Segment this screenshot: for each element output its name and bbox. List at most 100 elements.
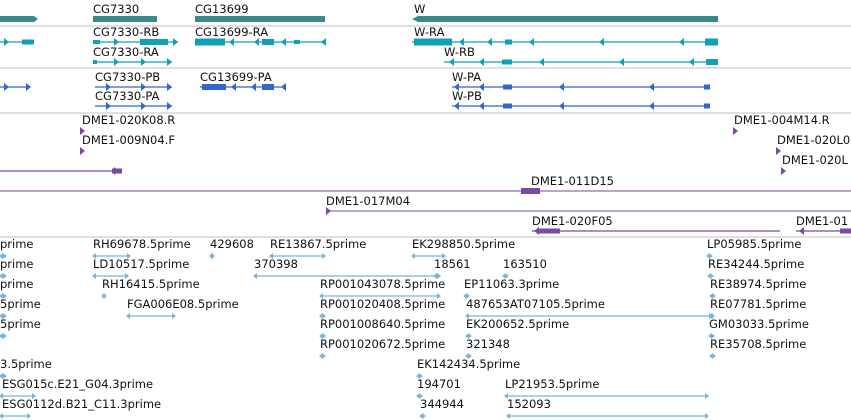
transcript-feature[interactable]: W-RA [412,25,718,46]
direction-arrow [114,38,119,46]
est-feature[interactable]: 370398 [253,257,441,279]
direction-arrow [326,207,331,215]
est-feature[interactable]: EK298850.5prime [411,237,515,259]
est-feature[interactable]: LD10517.5prime [92,257,189,279]
direction-arrow [559,102,564,110]
direction-arrow [319,313,323,319]
gene-feature[interactable] [0,16,38,22]
direction-arrow [529,38,534,46]
est-feature[interactable]: 194701 [416,377,461,399]
est-feature[interactable]: 5prime [0,317,41,339]
feature-label: RP001008640.5prime [320,317,445,331]
transcript-feature[interactable]: CG7330-RA [93,45,172,66]
est-feature[interactable]: 344944 [419,397,464,419]
est-feature[interactable]: RE34244.5prime [707,257,804,279]
transcript-feature[interactable] [0,38,34,46]
direction-arrow [479,83,484,91]
est-feature[interactable]: 5prime [0,297,41,319]
feature-label: 18561 [434,257,471,271]
est-feature[interactable]: RP001008640.5prime [319,317,445,339]
direction-arrow [167,83,172,91]
est-feature[interactable]: EK200652.5prime [465,317,569,339]
protein-feature[interactable]: CG13699-PA [200,70,286,91]
est-feature[interactable]: RE07781.5prime [709,297,806,319]
est-feature[interactable]: EP11063.3prime [463,277,559,299]
direction-arrow [319,353,323,359]
feature-label: DME1-017M04 [326,194,410,208]
est-feature[interactable]: 152093 [506,397,709,419]
protein-feature[interactable]: CG7330-PB [95,70,172,91]
gene-feature[interactable]: W [412,2,718,22]
feature-label: LP05985.5prime [707,237,801,251]
protein-feature[interactable] [0,83,31,91]
protein-feature[interactable]: CG7330-PA [95,89,172,110]
clone-feature[interactable]: DME1-01 [796,214,851,235]
est-feature[interactable]: RE13867.5prime [269,237,366,259]
est-feature[interactable]: prime [0,277,34,299]
direction-arrow [708,333,712,339]
direction-arrow [0,273,3,279]
est-feature[interactable]: LP05985.5prime [706,237,801,259]
est-feature[interactable]: prime [0,237,34,259]
direction-arrow [34,16,38,22]
exon-block [195,16,325,22]
est-feature[interactable]: RH16415.5prime [101,277,200,299]
est-feature[interactable]: 429608 [209,237,254,259]
est-feature[interactable]: prime [0,257,34,279]
direction-arrow [781,167,786,175]
est-feature[interactable]: 3.5prime [0,357,52,379]
direction-arrow [251,83,256,91]
protein-feature[interactable]: W-PA [452,70,710,91]
direction-arrow [27,413,31,419]
feature-label: RP001043078.5prime [320,277,445,291]
direction-arrow [689,58,694,66]
direction-arrow [127,253,131,259]
est-feature[interactable]: RP001020672.5prime [319,337,445,359]
feature-label: RE07781.5prime [710,297,806,311]
clone-feature[interactable]: DME1-009N04.F [80,133,175,155]
est-feature[interactable]: ESG0112d.B21_C11.3prime [0,397,161,419]
feature-label: EK200652.5prime [466,317,569,331]
est-feature[interactable]: FGA006E08.5prime [126,297,239,319]
clone-feature[interactable]: DME1-020F05 [532,214,780,235]
exon-block [704,103,710,109]
transcript-feature[interactable]: CG7330-RB [93,25,178,46]
clone-feature[interactable]: DME1-020K08.R [80,113,175,135]
direction-arrow [463,293,467,299]
direction-arrow [172,313,176,319]
est-feature[interactable]: 321348 [465,337,510,359]
clone-feature[interactable]: DME1-020L [781,153,848,175]
clone-feature[interactable] [0,167,122,175]
clone-feature[interactable]: DME1-017M04 [326,194,851,215]
protein-feature[interactable]: W-PB [452,89,710,110]
transcript-feature[interactable]: CG13699-RA [195,25,326,46]
est-feature[interactable]: RP001020408.5prime [319,297,445,319]
clone-feature[interactable]: DME1-011D15 [0,174,851,194]
est-feature[interactable]: 487653AT07105.5prime [465,297,713,319]
est-feature[interactable]: RE38974.5prime [709,277,806,299]
est-feature[interactable]: EK142434.5prime [416,357,520,379]
est-feature[interactable]: RE35708.5prime [709,337,806,359]
transcript-feature[interactable]: W-RB [444,45,718,66]
est-feature[interactable]: GM03033.5prime [708,317,809,339]
feature-label: 152093 [507,397,551,411]
est-feature[interactable]: RP001043078.5prime [319,277,445,299]
exon-block [706,59,718,65]
direction-arrow [0,373,3,379]
direction-arrow [281,38,286,46]
direction-arrow [229,38,234,46]
est-feature[interactable]: ESG015c.E21_G04.3prime [0,377,153,399]
est-feature[interactable]: LP21953.5prime [504,377,709,399]
direction-arrow [465,333,469,339]
est-feature[interactable]: RH69678.5prime [92,237,191,259]
est-feature[interactable]: 163510 [502,257,547,279]
est-feature[interactable]: 18561 [433,257,471,279]
gene-feature[interactable]: CG13699 [195,2,325,22]
exon-block [262,84,274,90]
feature-label: LP21953.5prime [505,377,599,391]
clone-feature[interactable]: DME1-004M14.R [733,113,830,135]
direction-arrow [101,293,105,299]
gene-feature[interactable]: CG7330 [93,2,157,22]
clone-feature[interactable]: DME1-020L0 [776,133,850,155]
direction-arrow [106,83,111,91]
